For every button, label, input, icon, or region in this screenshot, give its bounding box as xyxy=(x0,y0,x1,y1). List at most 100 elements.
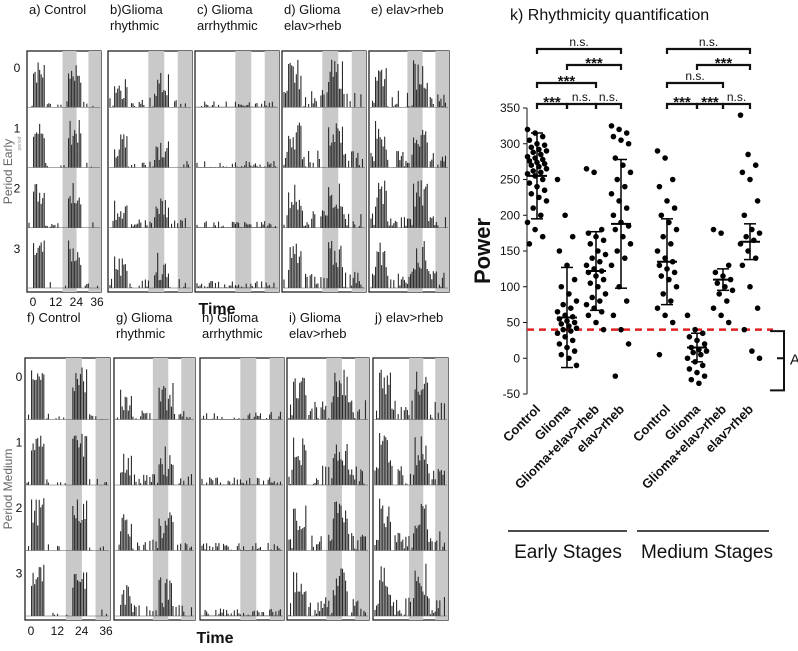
data-point xyxy=(616,126,622,133)
data-point xyxy=(600,326,607,333)
significance-bracket xyxy=(535,47,623,54)
data-point xyxy=(671,205,678,211)
activity-bars xyxy=(370,121,447,168)
data-point xyxy=(543,165,550,172)
data-point xyxy=(587,280,594,286)
data-point xyxy=(571,276,578,283)
data-point xyxy=(538,151,544,158)
significance-label: n.s. xyxy=(685,69,704,83)
data-point xyxy=(710,226,717,233)
dark-phase-shade xyxy=(326,358,342,620)
data-point xyxy=(597,298,603,304)
activity-bars xyxy=(120,577,193,616)
activity-bars xyxy=(28,183,94,228)
threshold-bracket xyxy=(770,330,785,392)
data-point xyxy=(725,319,732,326)
panel-title: rhythmic xyxy=(110,18,160,33)
panel-title: elav>rheb xyxy=(289,326,346,341)
activity-bars xyxy=(288,437,365,485)
data-point xyxy=(684,355,691,362)
panel-title: h) Glioma xyxy=(202,310,259,325)
data-point xyxy=(532,226,538,233)
data-point xyxy=(673,226,680,233)
data-point xyxy=(600,276,607,283)
data-point xyxy=(703,348,710,354)
data-point xyxy=(560,326,566,333)
data-point xyxy=(662,155,668,161)
data-point xyxy=(526,137,533,143)
data-point xyxy=(684,312,691,319)
data-point xyxy=(747,283,753,290)
significance-label: n.s. xyxy=(727,90,746,104)
data-point xyxy=(528,191,535,197)
activity-bars xyxy=(115,383,191,420)
y-tick-label: 150 xyxy=(500,244,520,258)
activity-bars xyxy=(370,241,445,288)
x-axis-label: Time xyxy=(196,630,233,647)
significance-bracket xyxy=(665,81,725,88)
series-group xyxy=(654,148,680,358)
day-label: 1 xyxy=(14,121,21,135)
data-point xyxy=(739,169,746,176)
activity-bars xyxy=(288,568,367,616)
data-point xyxy=(614,248,620,254)
data-point xyxy=(668,241,674,247)
data-point xyxy=(747,176,753,183)
data-point xyxy=(756,355,763,362)
data-point xyxy=(623,298,630,304)
data-point xyxy=(530,168,536,174)
significance-label: *** xyxy=(673,94,691,111)
data-point xyxy=(741,326,748,333)
data-point xyxy=(585,230,592,236)
activity-bars xyxy=(31,564,108,616)
stage-label: Medium Stages xyxy=(641,542,773,563)
y-tick-label: 200 xyxy=(500,208,520,222)
activity-bars xyxy=(33,120,92,168)
activity-bars xyxy=(288,369,367,420)
significance-label: n.s. xyxy=(569,35,588,49)
data-point xyxy=(528,144,535,151)
x-tick-label: 0 xyxy=(28,624,35,638)
data-point xyxy=(701,373,708,379)
data-point xyxy=(739,262,746,269)
data-point xyxy=(754,305,761,312)
data-point xyxy=(756,230,763,236)
actogram-panel: j) elav>rheb xyxy=(372,310,449,621)
activity-bars xyxy=(109,73,186,108)
data-point xyxy=(608,123,615,129)
data-point xyxy=(612,373,619,379)
data-point xyxy=(701,341,708,347)
data-point xyxy=(610,312,617,319)
y-tick-label: 0 xyxy=(513,351,520,365)
data-point xyxy=(600,237,607,244)
activity-bars xyxy=(374,433,446,485)
data-point xyxy=(690,349,696,356)
data-point xyxy=(569,337,576,344)
series-group xyxy=(684,312,710,387)
data-point xyxy=(660,233,666,240)
stage-label: Early Stages xyxy=(514,542,622,563)
significance-bracket xyxy=(565,63,623,70)
data-point xyxy=(528,162,535,168)
data-point xyxy=(656,351,663,358)
data-point xyxy=(543,198,550,204)
data-point xyxy=(602,291,609,297)
data-point xyxy=(718,312,724,319)
x-tick-label: 24 xyxy=(75,624,89,638)
day-label: 0 xyxy=(14,61,21,75)
data-point xyxy=(583,165,590,172)
series-group xyxy=(554,176,580,369)
significance-label: *** xyxy=(701,94,719,111)
data-point xyxy=(539,156,546,163)
row-sublabel: period xyxy=(17,136,23,150)
dark-phase-shade xyxy=(152,358,169,620)
y-tick-label: 300 xyxy=(500,137,520,151)
data-point xyxy=(541,160,548,167)
data-point xyxy=(664,198,670,204)
data-point xyxy=(660,291,666,297)
data-point xyxy=(610,133,617,140)
